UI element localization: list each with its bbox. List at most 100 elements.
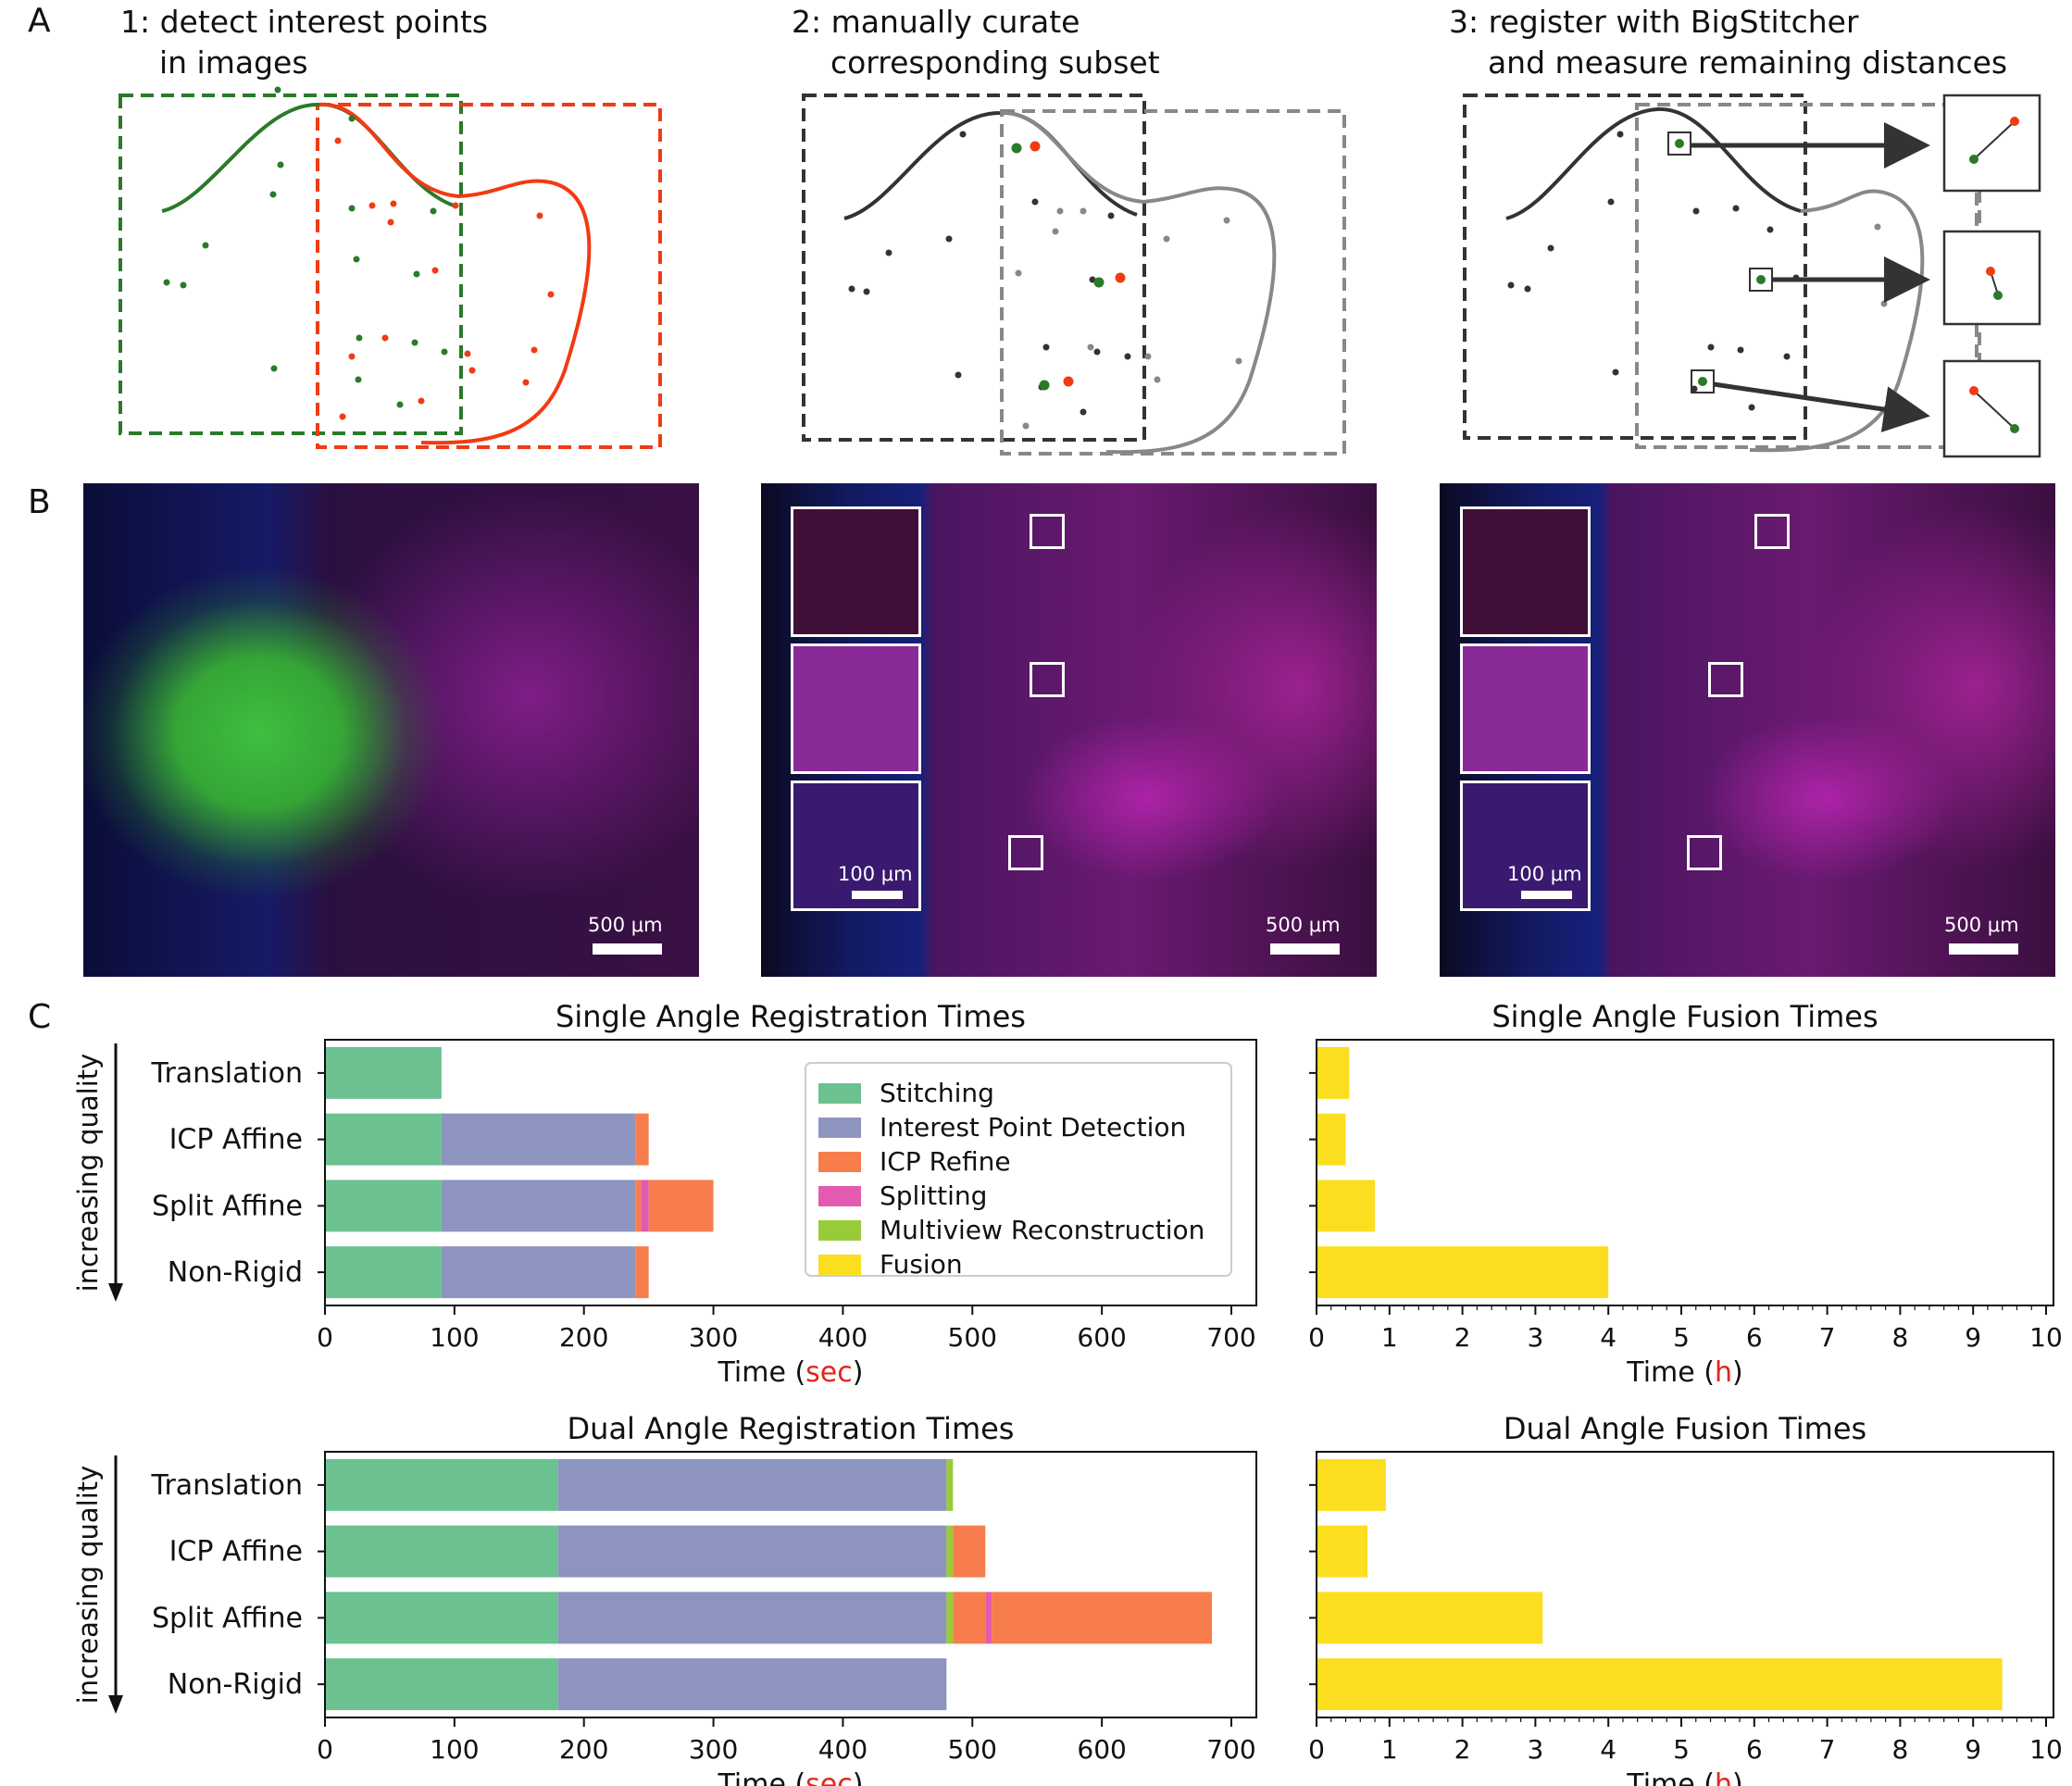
bar-fusion xyxy=(1317,1246,1609,1299)
inset-scale-bar xyxy=(1521,891,1572,899)
legend-swatch xyxy=(818,1186,861,1206)
x-tick-label: 2 xyxy=(1454,1322,1471,1353)
bar-interest-point-detection xyxy=(441,1246,636,1299)
x-tick-label: 0 xyxy=(317,1734,333,1765)
y-axis-label: increasing quality xyxy=(72,1054,104,1293)
green-points xyxy=(163,86,448,408)
scale-bar xyxy=(1949,943,2018,955)
schematic-curate xyxy=(802,94,1346,456)
x-tick-label: 100 xyxy=(430,1322,479,1353)
x-tick-label: 600 xyxy=(1077,1322,1126,1353)
chart-1: Single Angle Fusion Times 0 1 2 3 4 5 6 7 8 9 10 Tim… xyxy=(1308,999,2063,1389)
legend-label: Interest Point Detection xyxy=(880,1112,1186,1143)
legend-label: Fusion xyxy=(880,1249,963,1280)
inset-scale-bar-label: 100 μm xyxy=(1507,863,1582,885)
x-tick-label: 4 xyxy=(1600,1734,1616,1765)
step-1-title: 1: detect interest points in images xyxy=(120,4,489,81)
bar-fusion xyxy=(1317,1658,2003,1711)
roi-box xyxy=(1030,514,1065,549)
x-tick-label: 700 xyxy=(1206,1734,1255,1765)
x-tick-label: 0 xyxy=(317,1322,333,1353)
image-detected-points: 500 μm xyxy=(83,483,699,977)
roi-box xyxy=(1687,835,1722,870)
x-tick-label: 0 xyxy=(1308,1734,1325,1765)
red-sample-outline xyxy=(318,102,592,445)
bar-fusion xyxy=(1317,1458,1386,1511)
x-axis-label: Time (h) xyxy=(1626,1768,1742,1786)
inset-bottom xyxy=(1460,781,1591,911)
legend-label: Stitching xyxy=(880,1078,994,1108)
x-tick-label: 6 xyxy=(1746,1322,1763,1353)
x-tick-label: 9 xyxy=(1965,1734,1981,1765)
x-tick-label: 700 xyxy=(1206,1322,1255,1353)
x-tick-label: 7 xyxy=(1819,1734,1836,1765)
roi-box xyxy=(1008,835,1043,870)
panel-letter-b: B xyxy=(28,483,51,521)
bar-icp-refine xyxy=(953,1592,986,1644)
bar-multiview-reconstruction xyxy=(946,1592,954,1644)
x-tick-label: 2 xyxy=(1454,1734,1471,1765)
category-label: ICP Affine xyxy=(169,1536,303,1568)
quality-arrowhead xyxy=(108,1283,123,1302)
chart-title: Dual Angle Registration Times xyxy=(568,1411,1015,1446)
bar-splitting xyxy=(985,1592,992,1644)
bar-interest-point-detection xyxy=(441,1180,636,1232)
scale-bar xyxy=(593,943,662,955)
panel-letter-c: C xyxy=(28,998,52,1036)
x-tick-label: 100 xyxy=(430,1734,479,1765)
bar-multiview-reconstruction xyxy=(946,1458,954,1511)
bar-stitching xyxy=(325,1592,558,1644)
x-tick-label: 0 xyxy=(1308,1322,1325,1353)
bar-stitching xyxy=(325,1180,442,1232)
bar-icp-refine xyxy=(992,1592,1213,1644)
scale-bar-label: 500 μm xyxy=(1266,914,1341,936)
plot-frame xyxy=(1316,1451,2054,1718)
inset-scale-bar-label: 100 μm xyxy=(838,863,913,885)
y-axis-label: increasing quality xyxy=(72,1466,104,1705)
x-tick-label: 200 xyxy=(559,1734,608,1765)
panel-letter-a: A xyxy=(28,2,51,40)
x-tick-label: 5 xyxy=(1673,1322,1690,1353)
image-curated-subset: 100 μm 500 μm xyxy=(761,483,1377,977)
green-view-box xyxy=(119,94,463,435)
chart-title: Single Angle Fusion Times xyxy=(1492,999,1878,1034)
bar-interest-point-detection xyxy=(441,1113,636,1166)
step-2-title: 2: manually curate corresponding subset xyxy=(792,4,1160,81)
bar-fusion xyxy=(1317,1113,1346,1166)
scale-bar-label: 500 μm xyxy=(1944,914,2019,936)
bar-icp-refine xyxy=(648,1180,714,1232)
plot-frame xyxy=(324,1039,1257,1306)
red-view-box xyxy=(316,103,662,449)
category-label: Non-Rigid xyxy=(168,1256,303,1289)
bar-icp-refine xyxy=(635,1113,649,1166)
x-tick-label: 3 xyxy=(1527,1322,1543,1353)
x-tick-label: 1 xyxy=(1381,1322,1398,1353)
x-tick-label: 9 xyxy=(1965,1322,1981,1353)
inset-middle xyxy=(791,643,921,774)
chart-title: Single Angle Registration Times xyxy=(555,999,1026,1034)
x-tick-label: 5 xyxy=(1673,1734,1690,1765)
legend-label: Multiview Reconstruction xyxy=(880,1215,1205,1245)
red-points xyxy=(334,137,555,420)
scale-bar xyxy=(1270,943,1340,955)
bar-splitting xyxy=(641,1180,649,1232)
legend-swatch xyxy=(818,1220,861,1241)
x-tick-label: 1 xyxy=(1381,1734,1398,1765)
roi-box xyxy=(1708,662,1743,697)
bar-fusion xyxy=(1317,1046,1350,1099)
bar-icp-refine xyxy=(953,1525,986,1578)
bar-icp-refine xyxy=(635,1246,649,1299)
schematic-detect xyxy=(119,86,662,449)
roi-box xyxy=(1754,514,1790,549)
bar-fusion xyxy=(1317,1525,1368,1578)
chart-2: Dual Angle Registration Times Translation… xyxy=(72,1411,1257,1786)
x-tick-label: 400 xyxy=(818,1322,867,1353)
x-tick-label: 6 xyxy=(1746,1734,1763,1765)
bar-stitching xyxy=(325,1525,558,1578)
category-label: Translation xyxy=(151,1469,303,1502)
chart-0: Single Angle Registration Times Translati… xyxy=(72,999,1257,1389)
bar-interest-point-detection xyxy=(557,1592,947,1644)
panel-a-schematics xyxy=(119,86,2041,458)
bar-fusion xyxy=(1317,1180,1376,1232)
